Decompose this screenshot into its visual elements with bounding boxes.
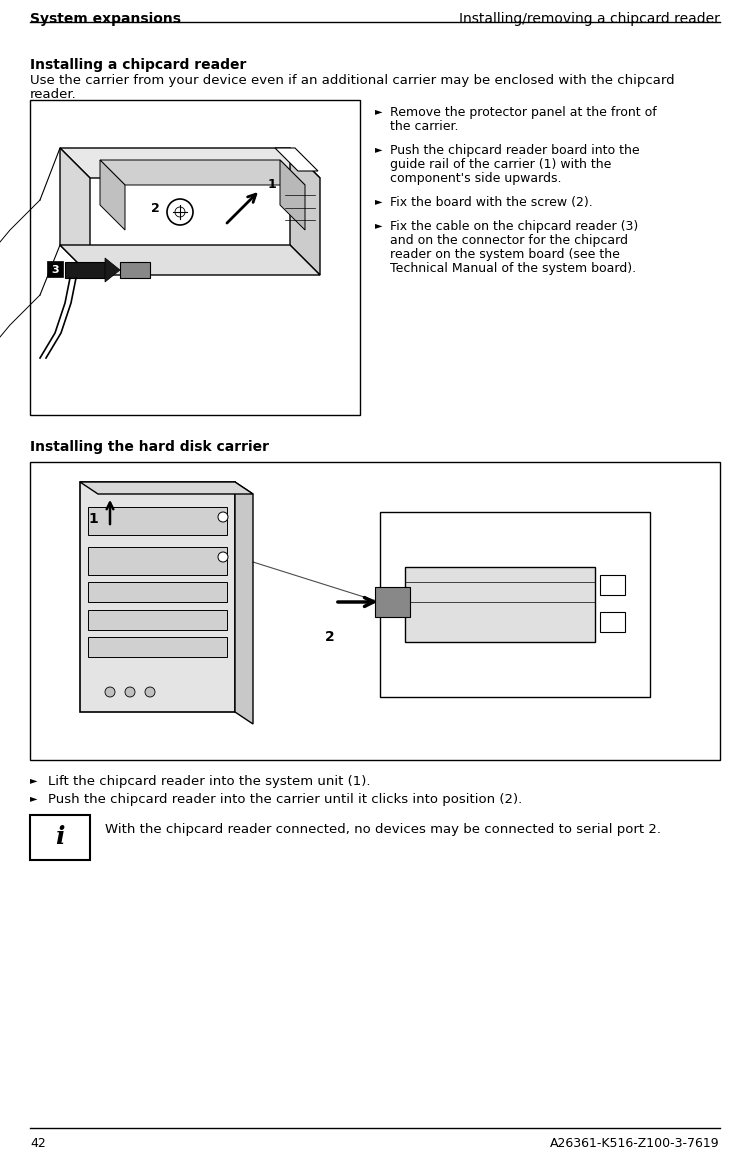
Text: guide rail of the carrier (1) with the: guide rail of the carrier (1) with the <box>390 158 611 171</box>
Circle shape <box>145 687 155 696</box>
Text: 2: 2 <box>152 202 160 216</box>
Bar <box>380 512 650 696</box>
Text: Lift the chipcard reader into the system unit (1).: Lift the chipcard reader into the system… <box>48 775 370 788</box>
Text: Installing a chipcard reader: Installing a chipcard reader <box>30 58 246 72</box>
Bar <box>600 612 625 632</box>
Bar <box>120 262 150 278</box>
Bar <box>65 262 105 278</box>
Circle shape <box>105 687 115 696</box>
Bar <box>47 261 63 277</box>
Text: reader.: reader. <box>30 88 76 100</box>
Polygon shape <box>280 161 305 230</box>
Text: Use the carrier from your device even if an additional carrier may be enclosed w: Use the carrier from your device even if… <box>30 74 675 87</box>
Bar <box>30 462 720 760</box>
Text: 42: 42 <box>30 1137 46 1150</box>
Polygon shape <box>100 161 305 185</box>
Bar <box>405 567 595 642</box>
Bar <box>80 482 235 711</box>
Polygon shape <box>105 258 120 282</box>
Text: ►: ► <box>375 106 382 116</box>
Text: Fix the board with the screw (2).: Fix the board with the screw (2). <box>390 196 592 209</box>
Text: Installing/removing a chipcard reader: Installing/removing a chipcard reader <box>459 12 720 27</box>
Polygon shape <box>290 148 320 275</box>
Text: System expansions: System expansions <box>30 12 181 27</box>
Text: i: i <box>56 826 64 849</box>
Text: the carrier.: the carrier. <box>390 120 458 133</box>
Text: reader on the system board (see the: reader on the system board (see the <box>390 248 620 261</box>
Bar <box>88 638 227 657</box>
Polygon shape <box>100 161 125 230</box>
Polygon shape <box>60 245 320 275</box>
Bar <box>30 100 360 415</box>
Circle shape <box>218 552 228 562</box>
Circle shape <box>218 512 228 522</box>
Text: Push the chipcard reader into the carrier until it clicks into position (2).: Push the chipcard reader into the carrie… <box>48 793 522 806</box>
Polygon shape <box>60 148 320 178</box>
Bar <box>600 575 625 595</box>
Text: 2: 2 <box>326 629 334 644</box>
Text: Remove the protector panel at the front of: Remove the protector panel at the front … <box>390 106 657 119</box>
Polygon shape <box>235 482 253 724</box>
Text: With the chipcard reader connected, no devices may be connected to serial port 2: With the chipcard reader connected, no d… <box>105 824 661 836</box>
Text: Push the chipcard reader board into the: Push the chipcard reader board into the <box>390 144 640 157</box>
Polygon shape <box>275 148 318 171</box>
Text: A26361-K516-Z100-3-7619: A26361-K516-Z100-3-7619 <box>550 1137 720 1150</box>
Text: 1: 1 <box>88 512 98 526</box>
Bar <box>375 587 410 617</box>
Text: and on the connector for the chipcard: and on the connector for the chipcard <box>390 234 628 247</box>
Text: ►: ► <box>30 775 38 785</box>
Text: Installing the hard disk carrier: Installing the hard disk carrier <box>30 440 269 454</box>
Polygon shape <box>80 482 253 494</box>
Text: ►: ► <box>375 144 382 154</box>
Text: Technical Manual of the system board).: Technical Manual of the system board). <box>390 262 636 275</box>
Bar <box>88 610 227 629</box>
Bar <box>88 582 227 602</box>
Bar <box>88 507 227 535</box>
Circle shape <box>125 687 135 696</box>
Bar <box>88 547 227 575</box>
Text: 1: 1 <box>268 179 277 192</box>
Text: ►: ► <box>30 793 38 803</box>
Polygon shape <box>60 148 90 275</box>
Bar <box>30 815 90 860</box>
Circle shape <box>167 199 193 225</box>
Text: ►: ► <box>375 219 382 230</box>
Text: component's side upwards.: component's side upwards. <box>390 172 562 185</box>
Text: 3: 3 <box>51 264 58 275</box>
Text: ►: ► <box>375 196 382 206</box>
Text: Fix the cable on the chipcard reader (3): Fix the cable on the chipcard reader (3) <box>390 219 638 233</box>
